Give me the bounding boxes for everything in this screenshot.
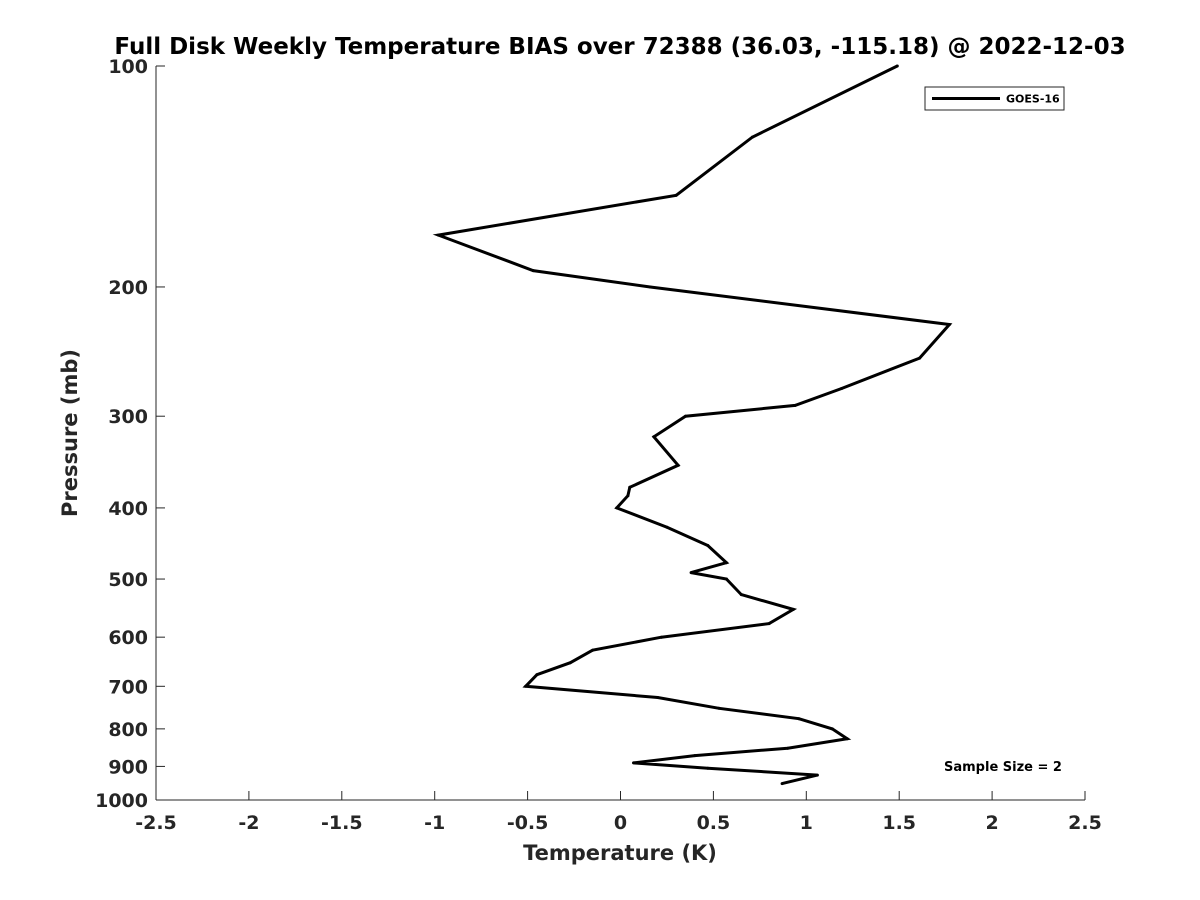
x-tick-label: -1.5 [321, 812, 363, 834]
y-axis: 100 200 300 400 500 600 700 800 900 1000 [95, 56, 165, 812]
x-tick-label: 2 [985, 812, 998, 834]
data-point [706, 544, 710, 547]
data-point [717, 706, 721, 710]
data-point [674, 193, 678, 197]
y-tick-label: 400 [108, 498, 148, 520]
series-line-goes-16 [432, 64, 953, 786]
y-tick-label: 300 [108, 406, 148, 428]
data-point [591, 648, 595, 652]
data-point [791, 607, 795, 611]
legend-label-goes-16: GOES-16 [1006, 93, 1060, 106]
data-point [739, 593, 743, 597]
data-point [918, 356, 922, 360]
data-point [797, 717, 801, 721]
data-point [648, 285, 652, 289]
plot-area [156, 66, 1085, 800]
data-point [665, 525, 669, 529]
data-point [895, 64, 899, 68]
data-point [628, 485, 632, 489]
data-point [436, 233, 440, 237]
data-point [750, 135, 754, 139]
data-point [840, 387, 844, 390]
data-point [659, 635, 663, 639]
data-point [845, 737, 849, 741]
data-point [724, 577, 728, 581]
data-point [815, 773, 819, 777]
x-tick-label: -2 [238, 812, 259, 834]
x-tick-label: -1 [424, 812, 445, 834]
data-point [684, 414, 687, 418]
y-tick-label: 700 [108, 676, 148, 698]
x-tick-label: 1 [800, 812, 813, 834]
x-tick-label: 0 [614, 812, 627, 834]
y-tick-label: 600 [108, 627, 148, 649]
data-point [830, 727, 834, 731]
data-point [947, 323, 951, 326]
data-point [767, 622, 771, 626]
data-point [693, 754, 697, 758]
x-tick-label: -0.5 [507, 812, 549, 834]
x-axis: -2.5 -2 -1.5 -1 -0.5 0 0.5 1 1.5 2 2.5 [135, 791, 1102, 834]
y-tick-label: 200 [108, 277, 148, 299]
y-tick-label: 100 [108, 56, 148, 78]
x-tick-label: 2.5 [1068, 812, 1102, 834]
x-axis-title: Temperature (K) [523, 841, 717, 865]
sample-size-annotation: Sample Size = 2 [944, 760, 1062, 775]
data-point [535, 673, 539, 677]
data-point [780, 782, 784, 786]
data-point [568, 661, 572, 665]
x-tick-label: 0.5 [697, 812, 731, 834]
y-tick-label: 500 [108, 569, 148, 591]
data-point [531, 269, 535, 273]
legend: GOES-16 [924, 86, 1065, 111]
x-tick-label: 1.5 [882, 812, 916, 834]
data-point [786, 746, 790, 750]
data-point [689, 571, 693, 575]
data-point [615, 506, 619, 510]
x-tick-label: -2.5 [135, 812, 177, 834]
y-tick-label: 900 [108, 756, 148, 778]
data-point [626, 494, 630, 498]
data-point [793, 403, 797, 407]
data-point [524, 684, 528, 688]
data-point [632, 761, 635, 765]
data-point [724, 561, 728, 565]
data-point [676, 463, 680, 467]
y-tick-label: 800 [108, 719, 148, 741]
data-point [652, 435, 656, 439]
data-point [706, 766, 710, 770]
chart-title: Full Disk Weekly Temperature BIAS over 7… [114, 34, 1125, 60]
series-layer [432, 64, 953, 786]
y-axis-title: Pressure (mb) [58, 349, 82, 517]
data-point [656, 696, 660, 699]
y-tick-label: 1000 [95, 790, 148, 812]
